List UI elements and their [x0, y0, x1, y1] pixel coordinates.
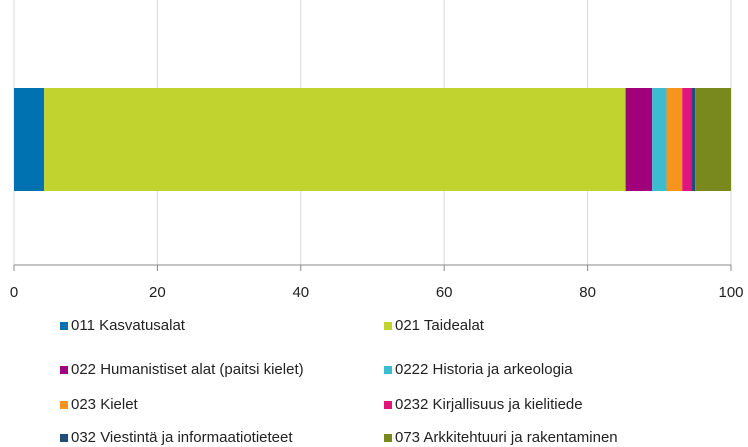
bar-segment [666, 88, 683, 191]
bar-segment [652, 88, 667, 191]
x-tick-label: 20 [149, 284, 166, 301]
legend-swatch [60, 401, 68, 409]
x-tick-label: 60 [436, 284, 453, 301]
legend-label: 0222 Historia ja arkeologia [395, 361, 573, 378]
bar-segment [695, 88, 731, 191]
legend-swatch [384, 434, 392, 442]
x-tick-label: 80 [579, 284, 596, 301]
legend-swatch [384, 401, 392, 409]
x-tick-label: 0 [10, 284, 18, 301]
legend-swatch [384, 322, 392, 330]
legend-label: 023 Kielet [71, 396, 139, 413]
bar-segment [625, 88, 653, 191]
bar-segment [44, 88, 626, 191]
bar-segment [682, 88, 692, 191]
x-tick-label: 100 [718, 284, 743, 301]
legend-swatch [60, 322, 68, 330]
legend-label: 073 Arkkitehtuuri ja rakentaminen [395, 429, 618, 446]
legend-label: 011 Kasvatusalat [71, 317, 186, 334]
legend-swatch [384, 366, 392, 374]
legend-label: 022 Humanistiset alat (paitsi kielet) [71, 361, 304, 378]
legend-swatch [60, 434, 68, 442]
legend-label: 021 Taidealat [395, 317, 485, 334]
bar-segment [14, 88, 45, 191]
x-tick-label: 40 [292, 284, 309, 301]
legend-swatch [60, 366, 68, 374]
legend-label: 032 Viestintä ja informaatiotieteet [71, 429, 293, 446]
bar-segment [691, 88, 696, 191]
legend-label: 0232 Kirjallisuus ja kielitiede [395, 396, 583, 413]
